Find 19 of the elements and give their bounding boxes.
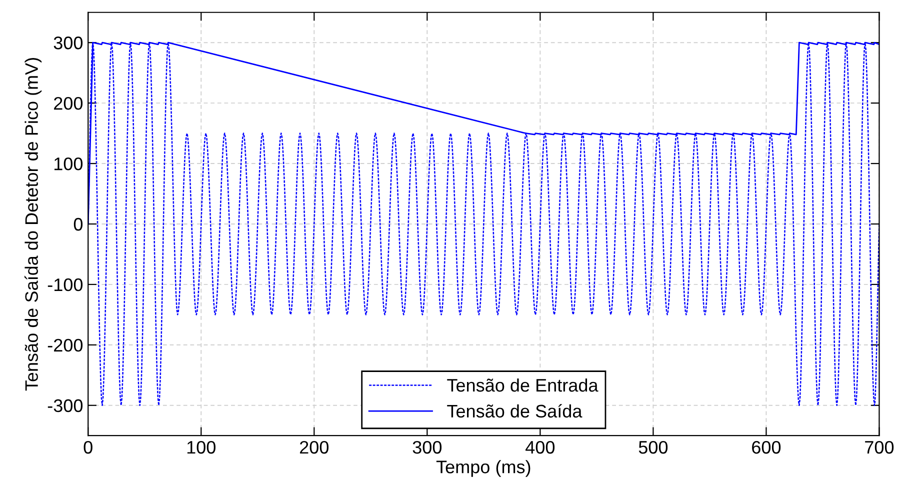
y-tick-label: 100 [54, 157, 83, 170]
y-tick-label: -100 [48, 278, 83, 292]
x-tick-label: 400 [526, 440, 555, 454]
legend-label: Tensão de Entrada [447, 378, 598, 392]
y-tick-label: -300 [48, 399, 83, 412]
x-tick-label: 0 [84, 440, 92, 454]
x-tick-label: 500 [638, 440, 668, 454]
x-tick-label: 200 [300, 440, 328, 454]
legend-label: Tensão de Saída [447, 404, 582, 418]
x-axis-title: Tempo (ms) [436, 460, 530, 477]
x-tick-label: 600 [752, 440, 781, 454]
y-tick-label: 0 [74, 218, 83, 231]
y-tick-label: 300 [54, 36, 83, 50]
y-tick-label: 200 [54, 97, 83, 110]
y-axis-title: Tensão de Saída do Detetor de Pico (mV) [24, 58, 42, 391]
x-tick-label: 100 [187, 440, 216, 454]
y-tick-label: -200 [48, 338, 83, 352]
x-tick-label: 700 [865, 440, 894, 454]
x-tick-label: 300 [412, 440, 442, 454]
